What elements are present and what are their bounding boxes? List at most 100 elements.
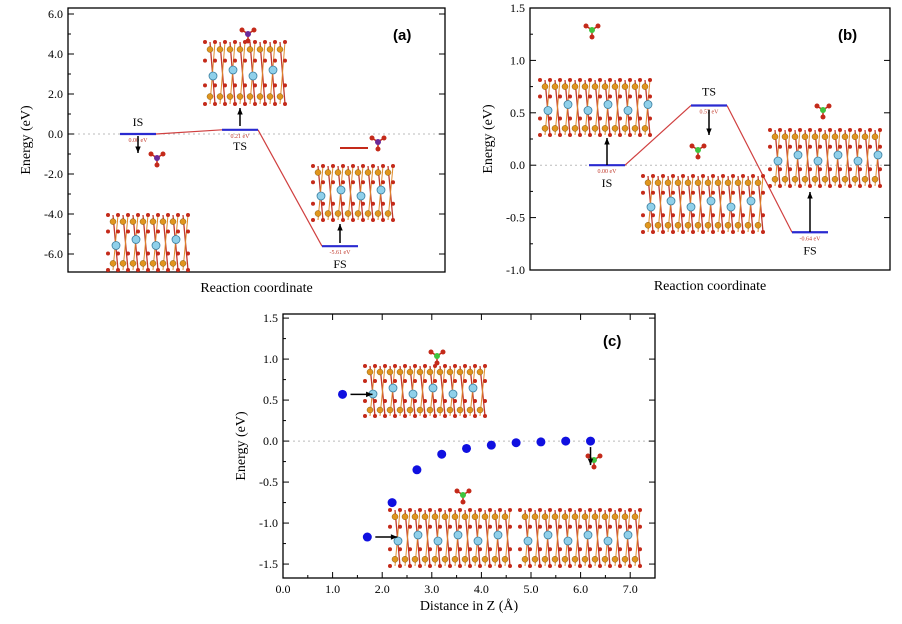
atom (568, 116, 572, 121)
atom (266, 46, 274, 53)
y-tick-label: 4.0 (48, 47, 63, 61)
atom (608, 564, 612, 568)
atom (588, 524, 592, 529)
atom (654, 222, 662, 229)
atom (868, 144, 872, 149)
atom (518, 547, 522, 552)
atom (375, 139, 381, 145)
atom (213, 83, 217, 88)
atom (548, 116, 552, 121)
atom (597, 453, 603, 459)
arrow-icon (706, 110, 712, 135)
atom (434, 353, 440, 359)
atom (203, 83, 207, 88)
atom (628, 524, 632, 529)
atom (588, 133, 592, 137)
atom (408, 524, 412, 529)
atom (156, 268, 160, 272)
atom (848, 128, 852, 132)
atom (351, 164, 355, 168)
atom (631, 513, 639, 520)
atom (406, 368, 414, 376)
atom (311, 218, 315, 222)
atom (136, 229, 140, 234)
y-tick-label: -2.0 (44, 167, 63, 181)
atom (223, 58, 227, 63)
plot-frame (282, 313, 656, 579)
atom (848, 167, 852, 172)
atom (106, 229, 110, 234)
atom (336, 185, 346, 195)
atom (571, 83, 579, 90)
atom (393, 414, 397, 418)
atom (186, 251, 190, 256)
atom (421, 513, 429, 520)
atom (868, 184, 872, 188)
atom (591, 556, 599, 563)
atom (341, 180, 345, 185)
atom (638, 547, 642, 552)
atom (568, 564, 572, 568)
atom (878, 144, 882, 149)
atom (473, 414, 477, 418)
atom (561, 83, 569, 90)
crystal-slab-image (538, 78, 653, 137)
atom (631, 83, 639, 90)
pathway-line (624, 105, 692, 166)
atom (851, 176, 859, 183)
atom (628, 94, 632, 99)
atom (601, 513, 609, 520)
atom (246, 46, 254, 53)
atom (608, 524, 612, 529)
atom (558, 564, 562, 568)
state-label-fs: FS (333, 257, 346, 271)
atom (751, 213, 755, 218)
atom (443, 379, 447, 383)
atom (684, 222, 692, 229)
atom (828, 128, 832, 132)
atom (356, 191, 366, 201)
atom (771, 176, 779, 183)
pathway-line (726, 105, 793, 233)
atom (861, 176, 869, 183)
atom (473, 536, 483, 546)
atom (591, 513, 599, 520)
atom (684, 179, 692, 186)
y-axis-label: Energy (eV) (19, 105, 34, 175)
atom (858, 167, 862, 172)
atom (731, 174, 735, 178)
atom (106, 268, 110, 272)
atom (861, 133, 869, 140)
atom (768, 144, 772, 149)
atom (223, 40, 227, 44)
y-tick-label: 0.0 (48, 127, 63, 141)
atom (423, 364, 427, 368)
atom (821, 176, 829, 183)
atom (811, 176, 819, 183)
atom (558, 116, 562, 121)
atom (438, 524, 442, 529)
atom (761, 174, 765, 178)
atom (746, 196, 756, 206)
atom (853, 156, 863, 166)
atom (186, 268, 190, 272)
atom (418, 547, 422, 552)
crystal-slab-image (311, 164, 395, 222)
molecule-image (454, 488, 472, 505)
atom (451, 556, 459, 563)
arrow-icon (350, 391, 373, 398)
atom (471, 513, 479, 520)
pathway-line (257, 129, 323, 247)
atom (638, 116, 642, 121)
atom (571, 513, 579, 520)
data-point (387, 498, 397, 508)
atom (453, 399, 457, 403)
x-tick-label: 6.0 (573, 582, 588, 596)
atom (734, 179, 742, 186)
atom (276, 46, 284, 53)
x-tick-label: 2.0 (375, 582, 390, 596)
atom (798, 167, 802, 172)
atom (388, 383, 398, 393)
atom (363, 364, 367, 368)
atom (236, 93, 244, 100)
